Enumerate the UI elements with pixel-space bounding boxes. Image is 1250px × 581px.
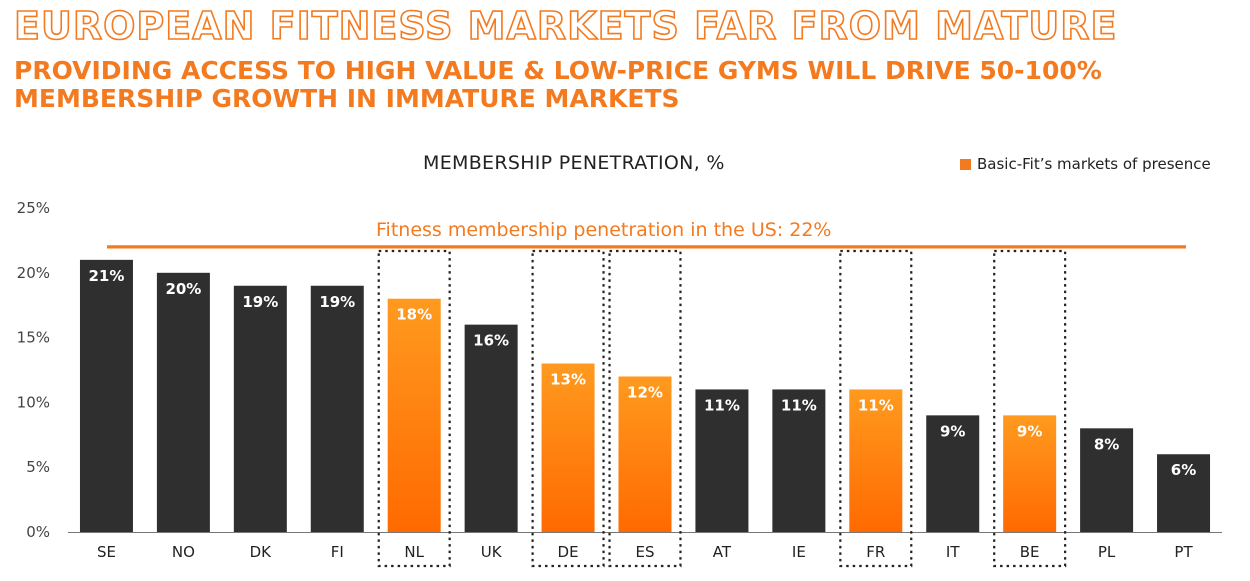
us-reference-label: Fitness membership penetration in the US…: [376, 219, 832, 241]
y-tick-label: 20%: [17, 264, 50, 282]
bar: [233, 285, 287, 532]
x-tick-label: IT: [946, 543, 960, 561]
bar-value-label: 18%: [396, 306, 432, 324]
highlight-frame: [531, 249, 605, 568]
y-tick-label: 15%: [17, 329, 50, 347]
x-tick-label: AT: [713, 543, 732, 561]
x-tick-label: UK: [481, 543, 503, 561]
bar-value-label: 9%: [940, 422, 965, 440]
bar-value-label: 12%: [627, 383, 663, 401]
x-tick-label: FI: [331, 543, 344, 561]
highlight-frame: [839, 249, 913, 568]
bar: [541, 363, 595, 532]
page-title: EUROPEAN FITNESS MARKETS FAR FROM MATURE: [13, 3, 1118, 49]
bar-value-label: 9%: [1017, 422, 1042, 440]
bar-value-label: 20%: [165, 280, 201, 298]
chart-legend: Basic-Fit’s markets of presence: [960, 155, 1211, 173]
bar-value-label: 8%: [1094, 435, 1119, 453]
bar-value-label: 16%: [473, 332, 509, 350]
x-tick-label: IE: [792, 543, 806, 561]
bar: [772, 389, 826, 532]
bar: [387, 298, 441, 532]
bar: [926, 415, 980, 532]
bar-value-label: 6%: [1171, 461, 1196, 479]
x-tick-label: SE: [97, 543, 116, 561]
highlight-frame: [608, 249, 682, 568]
bar-value-label: 11%: [858, 396, 894, 414]
highlight-frame: [377, 249, 451, 568]
x-tick-label: BE: [1020, 543, 1040, 561]
x-tick-label: FR: [866, 543, 885, 561]
highlight-frame: [993, 249, 1067, 568]
x-tick-label: DE: [558, 543, 579, 561]
x-tick-label: NO: [172, 543, 195, 561]
x-tick-label: DK: [250, 543, 273, 561]
bar: [695, 389, 749, 532]
y-tick-label: 0%: [26, 523, 50, 541]
x-tick-label: NL: [404, 543, 424, 561]
bar-value-label: 19%: [242, 293, 278, 311]
legend-label: Basic-Fit’s markets of presence: [977, 155, 1211, 173]
bar: [156, 272, 210, 532]
x-tick-label: ES: [636, 543, 655, 561]
x-tick-label: PL: [1098, 543, 1116, 561]
bar-value-label: 19%: [319, 293, 355, 311]
y-tick-label: 10%: [17, 393, 50, 411]
bar-value-label: 13%: [550, 371, 586, 389]
legend-swatch: [960, 158, 971, 170]
bar: [1157, 454, 1211, 532]
y-tick-label: 5%: [26, 458, 50, 476]
bar: [464, 324, 518, 532]
bar: [79, 259, 133, 532]
page-subtitle: PROVIDING ACCESS TO HIGH VALUE & LOW-PRI…: [14, 56, 1102, 113]
bar-value-label: 11%: [781, 396, 817, 414]
bar: [310, 285, 364, 532]
bar: [618, 376, 672, 532]
y-tick-label: 25%: [17, 199, 50, 217]
bar-value-label: 11%: [704, 396, 740, 414]
chart-title: MEMBERSHIP PENETRATION, %: [423, 152, 725, 174]
x-tick-label: PT: [1174, 543, 1193, 561]
bar-value-label: 21%: [89, 267, 125, 285]
bar: [1080, 428, 1134, 532]
bar: [1003, 415, 1057, 532]
bar: [849, 389, 903, 532]
